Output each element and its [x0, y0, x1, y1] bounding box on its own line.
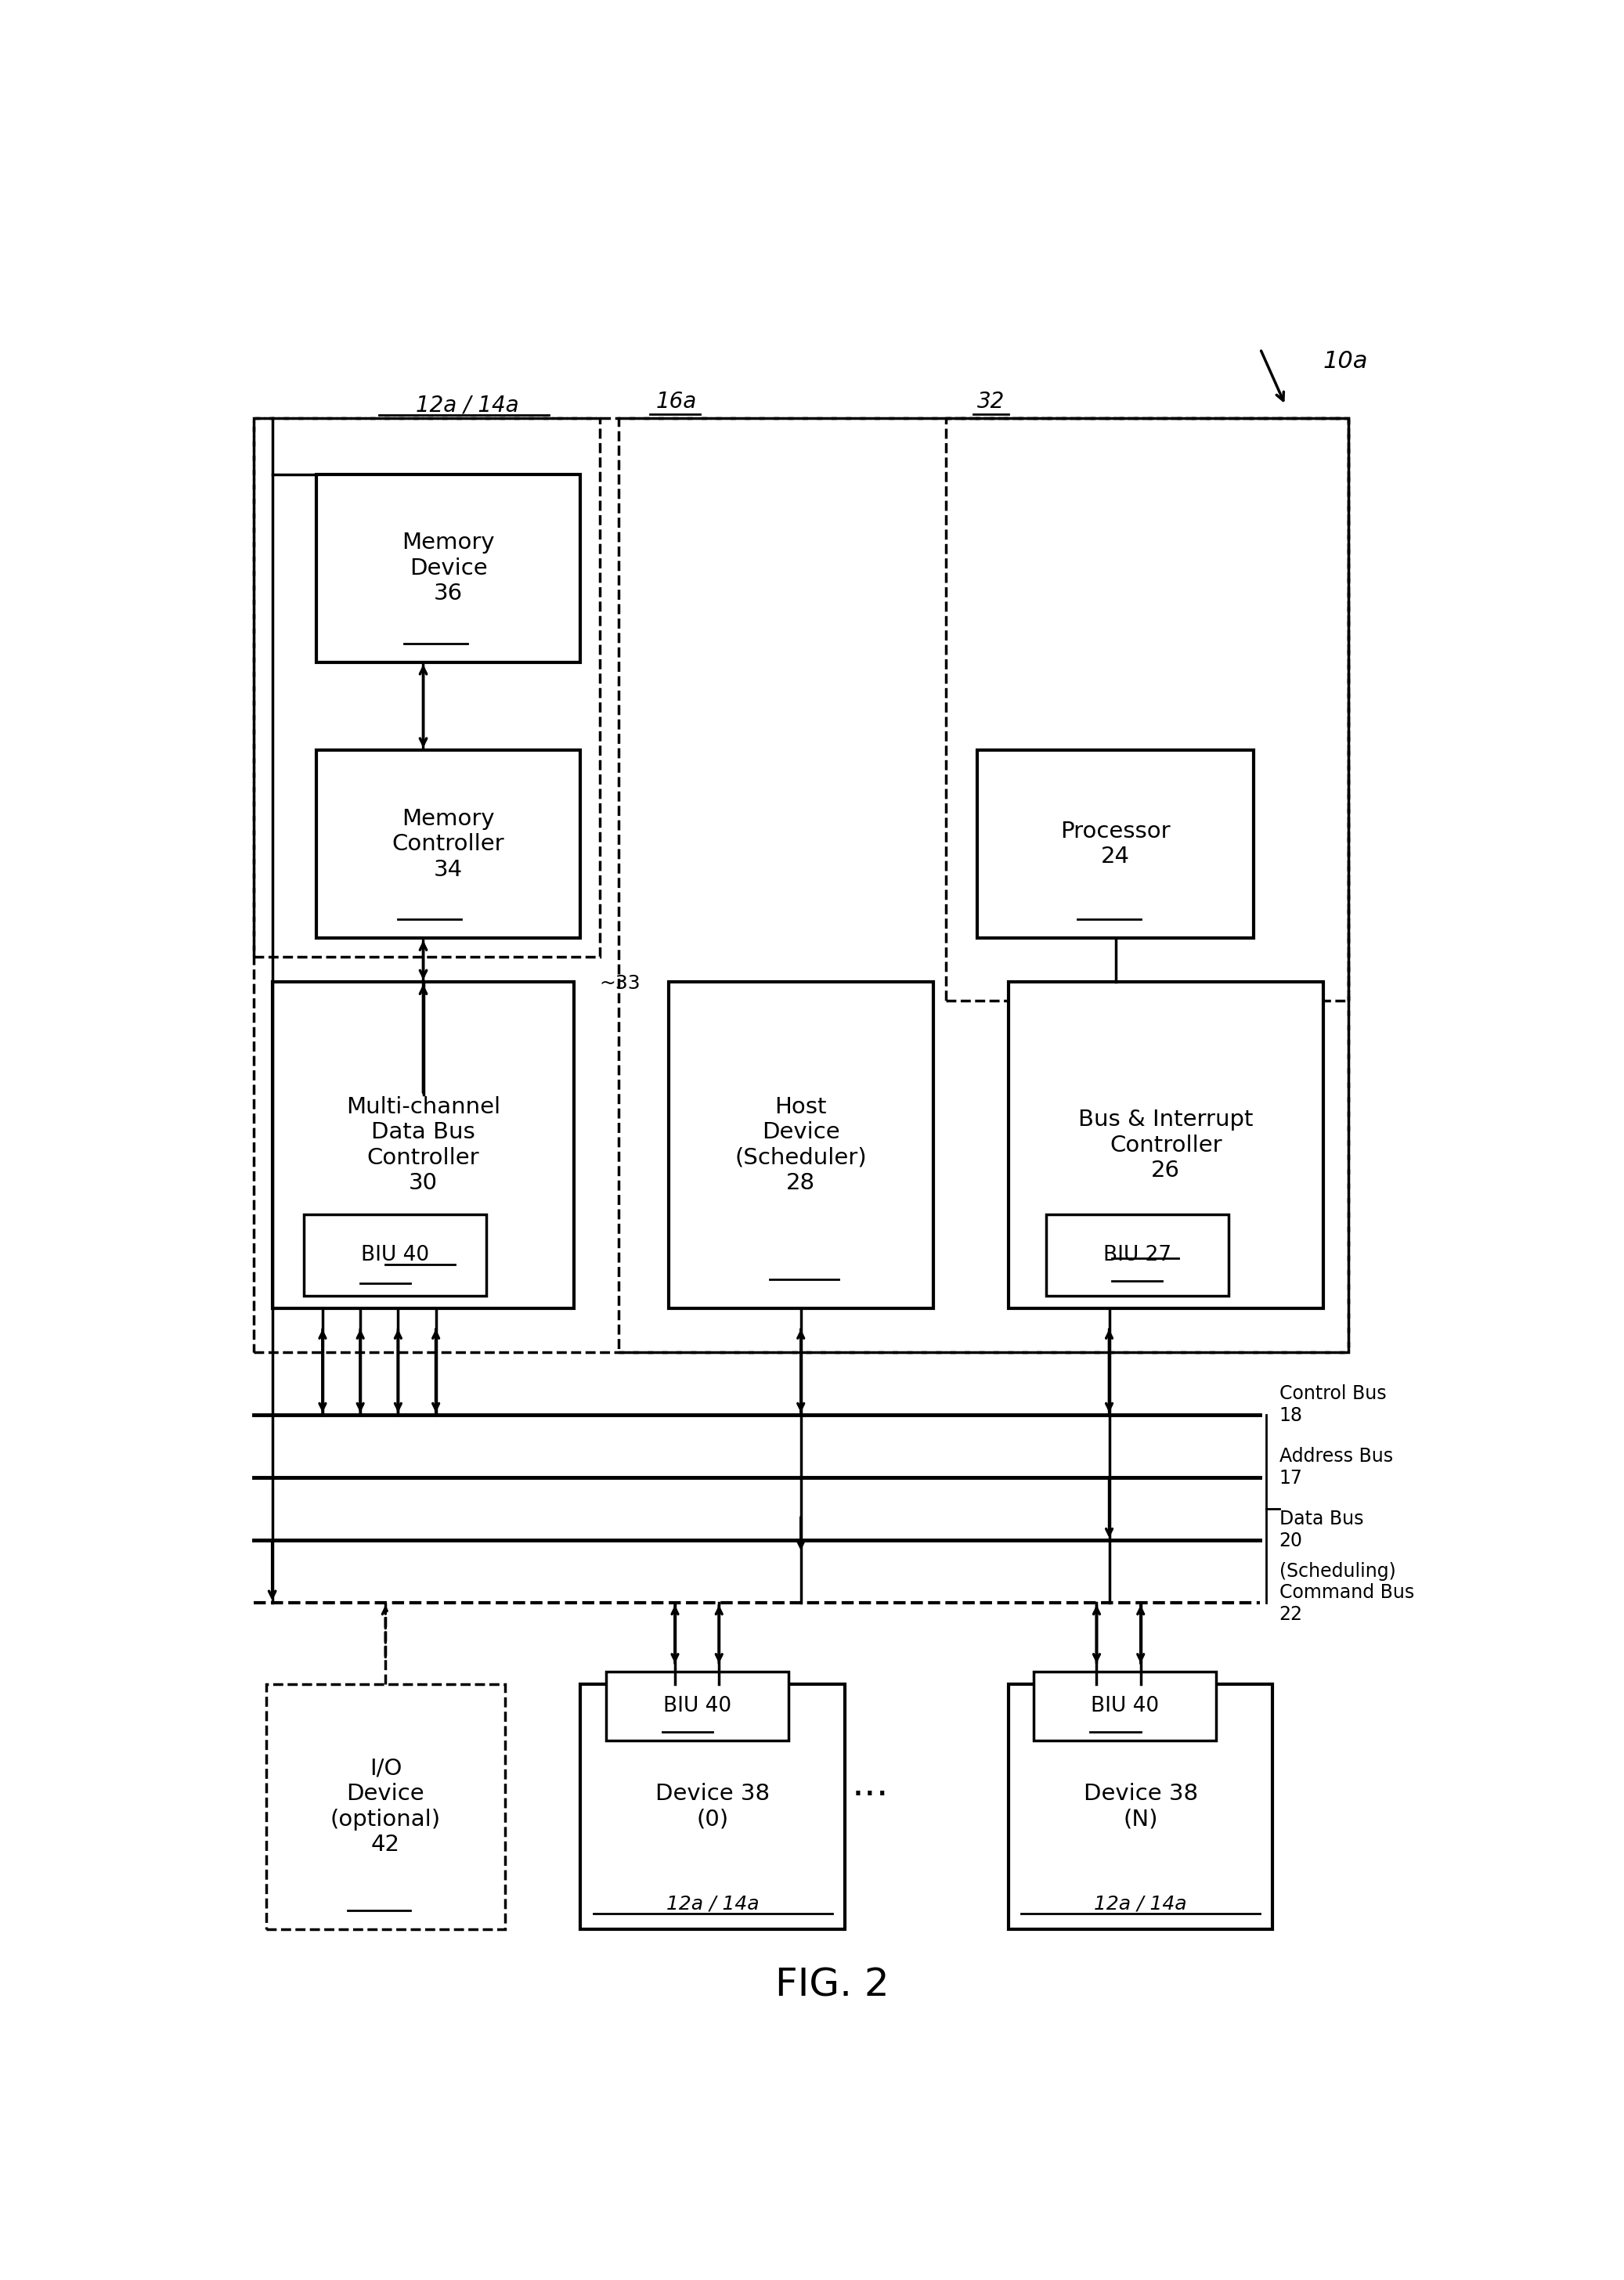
- Bar: [317, 750, 581, 939]
- Bar: [304, 1213, 486, 1295]
- Bar: [273, 983, 575, 1309]
- Text: BIU 40: BIU 40: [663, 1696, 731, 1717]
- Text: (Scheduling)
Command Bus
22: (Scheduling) Command Bus 22: [1280, 1562, 1415, 1623]
- Bar: [606, 1671, 788, 1742]
- Text: I/O
Device
(optional)
42: I/O Device (optional) 42: [330, 1758, 440, 1856]
- Text: ~33: ~33: [599, 974, 640, 992]
- Bar: [619, 417, 1348, 1352]
- Text: Bus & Interrupt
Controller
26: Bus & Interrupt Controller 26: [1078, 1108, 1254, 1181]
- Text: 32: 32: [978, 390, 1005, 413]
- Bar: [1046, 1213, 1229, 1295]
- Bar: [266, 1685, 505, 1929]
- Text: Device 38
(N): Device 38 (N): [1083, 1783, 1199, 1831]
- Bar: [978, 750, 1254, 939]
- Bar: [317, 474, 581, 661]
- Bar: [945, 417, 1348, 1001]
- Text: Memory
Device
36: Memory Device 36: [403, 531, 495, 604]
- Text: Memory
Controller
34: Memory Controller 34: [391, 807, 505, 880]
- Text: Address Bus
17: Address Bus 17: [1280, 1448, 1393, 1487]
- Text: Data Bus
20: Data Bus 20: [1280, 1509, 1363, 1550]
- Text: ...: ...: [851, 1767, 888, 1803]
- Bar: [253, 417, 1348, 1352]
- Text: BIU 40: BIU 40: [1091, 1696, 1160, 1717]
- Bar: [1009, 983, 1324, 1309]
- Bar: [669, 983, 934, 1309]
- Text: 12a / 14a: 12a / 14a: [666, 1895, 758, 1913]
- Text: Control Bus
18: Control Bus 18: [1280, 1384, 1387, 1425]
- Text: FIG. 2: FIG. 2: [775, 1968, 890, 2004]
- Bar: [581, 1685, 844, 1929]
- Text: 10a: 10a: [1324, 351, 1367, 372]
- Bar: [1034, 1671, 1216, 1742]
- Bar: [1009, 1685, 1273, 1929]
- Text: Host
Device
(Scheduler)
28: Host Device (Scheduler) 28: [734, 1097, 867, 1195]
- Text: 12a / 14a: 12a / 14a: [1095, 1895, 1187, 1913]
- Text: 12a / 14a: 12a / 14a: [416, 394, 518, 417]
- Text: BIU 27: BIU 27: [1103, 1245, 1171, 1265]
- Text: Processor
24: Processor 24: [1060, 821, 1171, 869]
- Text: Multi-channel
Data Bus
Controller
30: Multi-channel Data Bus Controller 30: [346, 1097, 500, 1195]
- Text: BIU 40: BIU 40: [361, 1245, 429, 1265]
- Text: 16a: 16a: [656, 390, 697, 413]
- Bar: [253, 417, 599, 958]
- Text: Device 38
(0): Device 38 (0): [656, 1783, 770, 1831]
